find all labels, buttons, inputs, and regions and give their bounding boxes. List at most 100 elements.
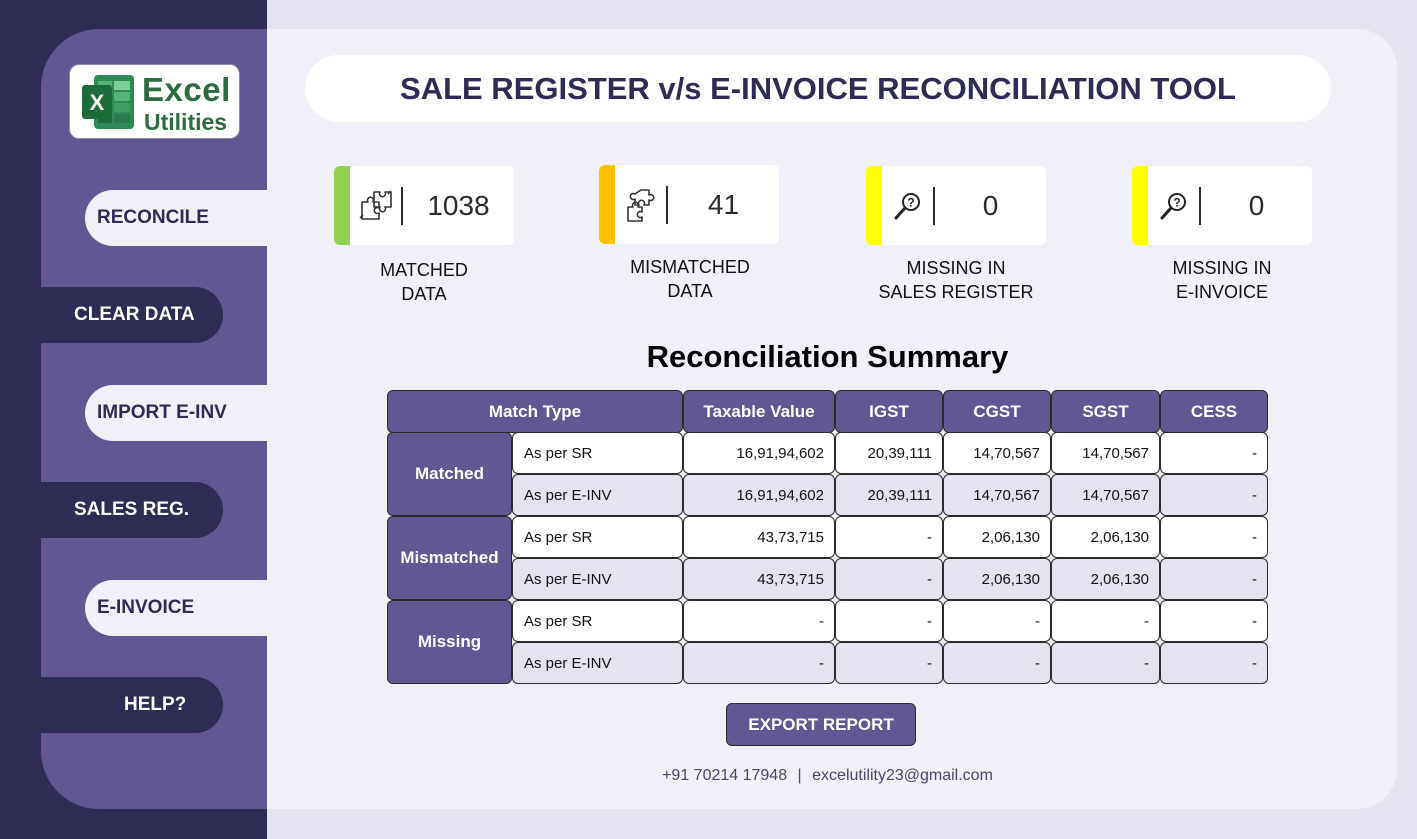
puzzle-connected-icon xyxy=(359,190,392,220)
table-cell: 14,70,567 xyxy=(943,432,1051,474)
table-cell: - xyxy=(683,642,835,684)
header-cess: CESS xyxy=(1160,390,1268,433)
table-cell: - xyxy=(835,516,943,558)
table-cell: - xyxy=(1051,642,1160,684)
kpi-missing-sr-label-line2: SALES REGISTER xyxy=(878,282,1034,302)
table-cell: 2,06,130 xyxy=(943,516,1051,558)
kpi-missing-einv-label-line2: E-INVOICE xyxy=(1175,282,1268,302)
table-cell: 2,06,130 xyxy=(1051,516,1160,558)
table-cell: 43,73,715 xyxy=(683,516,835,558)
search-question-icon: ? xyxy=(1160,193,1186,220)
kpi-matched-stripe xyxy=(334,166,350,245)
kpi-missing-sr-value: 0 xyxy=(982,189,999,221)
header-sgst: SGST xyxy=(1051,390,1160,433)
table-cell: 43,73,715 xyxy=(683,558,835,600)
kpi-mismatched-value: 41 xyxy=(707,188,740,220)
puzzle-broken-icon xyxy=(627,189,655,222)
clear-data-label: CLEAR DATA xyxy=(74,304,195,325)
page-title: SALE REGISTER v/s E-INVOICE RECONCILIATI… xyxy=(305,55,1331,122)
kpi-mismatched-label: MISMATCHED DATA xyxy=(580,255,800,303)
table-cell: - xyxy=(835,642,943,684)
sales-reg-label: SALES REG. xyxy=(74,499,190,520)
svg-text:?: ? xyxy=(1173,196,1180,210)
table-cell: 14,70,567 xyxy=(1051,474,1160,516)
footer-separator: | xyxy=(797,767,802,784)
group-label: Mismatched xyxy=(387,516,512,600)
kpi-separator xyxy=(1199,187,1201,225)
kpi-separator xyxy=(933,187,935,225)
svg-text:?: ? xyxy=(907,196,914,210)
kpi-missing-sr-label: MISSING IN SALES REGISTER xyxy=(846,256,1066,304)
svg-text:X: X xyxy=(90,90,105,115)
kpi-mismatched-stripe xyxy=(599,165,615,244)
table-cell: - xyxy=(835,600,943,642)
row-label: As per SR xyxy=(512,600,683,642)
table-cell: - xyxy=(1160,600,1268,642)
row-label: As per E-INV xyxy=(512,558,683,600)
kpi-separator xyxy=(666,186,668,224)
header-taxable-value: Taxable Value xyxy=(683,390,835,433)
header-igst: IGST xyxy=(835,390,943,433)
kpi-matched-label-line1: MATCHED xyxy=(380,260,468,280)
table-cell: 2,06,130 xyxy=(1051,558,1160,600)
import-e-inv-label: IMPORT E-INV xyxy=(97,402,227,423)
footer-email: excelutility23@gmail.com xyxy=(812,767,993,784)
e-invoice-button[interactable]: E-INVOICE xyxy=(85,580,267,636)
table-cell: - xyxy=(835,558,943,600)
sales-reg-button[interactable]: SALES REG. xyxy=(41,482,223,538)
table-cell: - xyxy=(943,600,1051,642)
kpi-missing-sr-stripe xyxy=(866,166,882,245)
table-cell: 14,70,567 xyxy=(943,474,1051,516)
logo-text-utilities: Utilities xyxy=(144,109,228,135)
help-button[interactable]: HELP? xyxy=(41,677,223,733)
table-cell: - xyxy=(1051,600,1160,642)
group-label: Matched xyxy=(387,432,512,516)
kpi-matched-value: 1038 xyxy=(427,189,490,221)
kpi-missing-sr-label-line1: MISSING IN xyxy=(906,258,1006,278)
kpi-mismatched-label-line2: DATA xyxy=(667,281,713,301)
kpi-matched-label-line2: DATA xyxy=(401,284,447,304)
reconcile-label: RECONCILE xyxy=(97,207,209,228)
table-cell: - xyxy=(1160,558,1268,600)
header-match-type: Match Type xyxy=(387,390,683,433)
e-invoice-label: E-INVOICE xyxy=(97,597,195,618)
kpi-missing-einv-card: ? 0 xyxy=(1132,166,1312,245)
row-label: As per SR xyxy=(512,516,683,558)
table-cell: - xyxy=(1160,642,1268,684)
row-label: As per E-INV xyxy=(512,474,683,516)
kpi-matched-card: 1038 xyxy=(334,166,514,245)
group-label: Missing xyxy=(387,600,512,684)
kpi-mismatched-card: 41 xyxy=(599,165,779,244)
table-cell: 14,70,567 xyxy=(1051,432,1160,474)
table-cell: - xyxy=(1160,516,1268,558)
clear-data-button[interactable]: CLEAR DATA xyxy=(41,287,223,343)
row-label: As per E-INV xyxy=(512,642,683,684)
table-cell: 20,39,111 xyxy=(835,474,943,516)
export-report-button[interactable]: EXPORT REPORT xyxy=(726,703,916,746)
kpi-separator xyxy=(401,187,403,225)
search-question-icon: ? xyxy=(894,193,920,220)
summary-title: Reconciliation Summary xyxy=(646,339,1009,374)
kpi-missing-einv-label-line1: MISSING IN xyxy=(1172,258,1272,278)
table-cell: 16,91,94,602 xyxy=(683,432,835,474)
table-cell: - xyxy=(943,642,1051,684)
logo-text-excel: Excel xyxy=(142,71,231,108)
table-cell: - xyxy=(1160,432,1268,474)
kpi-missing-sr-card: ? 0 xyxy=(866,166,1046,245)
kpi-missing-einv-value: 0 xyxy=(1248,189,1265,221)
kpi-missing-einv-label: MISSING IN E-INVOICE xyxy=(1112,256,1332,304)
import-e-inv-button[interactable]: IMPORT E-INV xyxy=(85,385,267,441)
kpi-missing-einv-stripe xyxy=(1132,166,1148,245)
header-cgst: CGST xyxy=(943,390,1051,433)
table-cell: 16,91,94,602 xyxy=(683,474,835,516)
footer-contact: +91 70214 17948 | excelutility23@gmail.c… xyxy=(387,767,1268,785)
table-cell: - xyxy=(683,600,835,642)
excel-logo-icon: X xyxy=(82,75,134,129)
table-cell: - xyxy=(1160,474,1268,516)
excel-utilities-logo: X Excel Utilities xyxy=(69,64,240,139)
kpi-mismatched-label-line1: MISMATCHED xyxy=(630,257,750,277)
reconcile-button[interactable]: RECONCILE xyxy=(85,190,267,246)
help-label: HELP? xyxy=(124,694,187,715)
kpi-matched-label: MATCHED DATA xyxy=(314,258,534,306)
footer-phone: +91 70214 17948 xyxy=(662,767,788,784)
